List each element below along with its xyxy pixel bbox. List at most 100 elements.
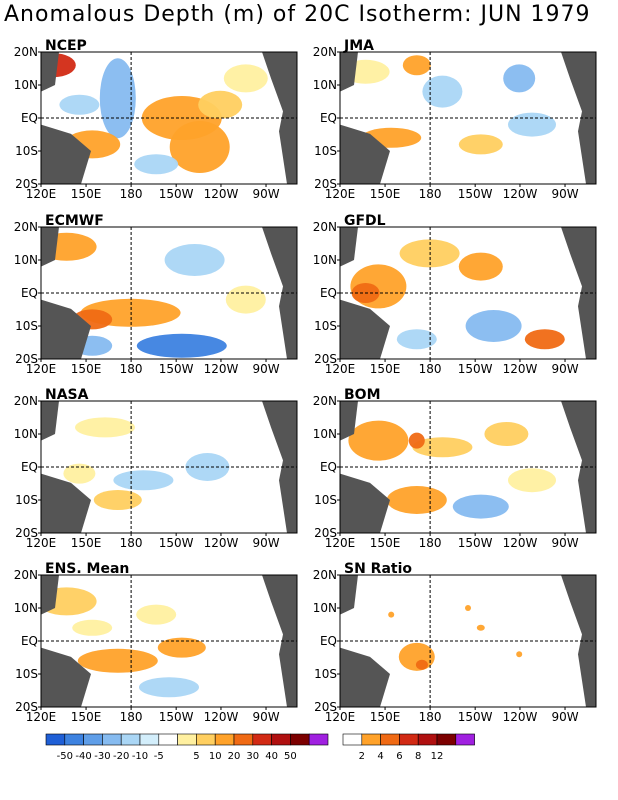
lon-label: 150W [159, 710, 194, 724]
anomaly-colorbar: -50 -40 -30 -20 -10 -5 5 10 20 30 40 50 [45, 733, 329, 762]
anomaly-blob [157, 637, 206, 658]
lon-label: 150W [159, 536, 194, 550]
colorbar-swatch [417, 733, 438, 746]
land-australia [41, 124, 91, 184]
figure-title: Anomalous Depth (m) of 20C Isotherm: JUN… [4, 2, 591, 27]
anomaly-blob [415, 659, 428, 670]
lon-label: 150W [458, 187, 493, 201]
anomaly-blob [136, 333, 227, 358]
lat-label: 10S [15, 319, 38, 333]
colorbar-swatch [290, 733, 310, 746]
land-americas [561, 575, 596, 707]
colorbar-swatch [233, 733, 254, 746]
panel-label: BOM [344, 387, 381, 403]
lat-label: EQ [320, 286, 337, 300]
anomaly-blob [484, 422, 529, 446]
lat-label: 20N [14, 568, 38, 582]
land-australia [41, 647, 91, 707]
anomaly-blob [396, 329, 437, 350]
lon-label: 120W [204, 710, 239, 724]
land-americas [561, 52, 596, 184]
colorbar-label: 8 [415, 751, 421, 762]
lat-label: 10N [14, 601, 38, 615]
lon-label: 120E [26, 362, 57, 376]
lat-label: EQ [21, 286, 38, 300]
lon-label: 150E [370, 362, 401, 376]
lat-label: 20S [15, 177, 38, 191]
anomaly-blob [516, 651, 523, 658]
lon-label: 120E [325, 710, 356, 724]
land-asia [340, 52, 358, 92]
lon-label: 180 [120, 536, 143, 550]
anomaly-blob [113, 470, 174, 491]
lon-label: 150E [370, 187, 401, 201]
lat-label: 20S [15, 352, 38, 366]
lon-label: 120W [503, 710, 538, 724]
colorbar-swatch [177, 733, 197, 746]
lat-label: 10N [14, 253, 38, 267]
land-americas [262, 575, 297, 707]
lon-label: 180 [120, 710, 143, 724]
colorbar-swatch [214, 733, 235, 746]
anomaly-blob [63, 463, 96, 484]
lat-label: 20S [314, 526, 337, 540]
lon-label: 120E [325, 362, 356, 376]
anomaly-blob [408, 432, 425, 449]
colorbar-label: 4 [377, 751, 383, 762]
anomaly-blob [139, 677, 199, 698]
lat-label: 20N [14, 45, 38, 59]
land-asia [340, 575, 358, 615]
anomaly-blob [476, 624, 485, 631]
anomaly-blob [402, 55, 431, 76]
lat-label: EQ [21, 460, 38, 474]
lon-label: 180 [419, 362, 442, 376]
anomaly-blob [136, 604, 177, 625]
anomaly-field [41, 575, 297, 707]
lon-label: 120W [503, 362, 538, 376]
anomaly-blob [164, 244, 225, 276]
anomaly-field [41, 227, 297, 359]
land-americas [262, 227, 297, 359]
anomaly-blob [134, 154, 179, 175]
colorbar-label: 50 [284, 751, 297, 762]
lon-label: 180 [120, 187, 143, 201]
land-americas [262, 52, 297, 184]
lat-label: 20S [314, 177, 337, 191]
colorbar-label: 40 [265, 751, 278, 762]
lon-label: 150E [370, 536, 401, 550]
anomaly-blob [458, 134, 503, 155]
anomaly-blob [452, 494, 509, 519]
anomaly-blob [77, 648, 158, 673]
colorbar-swatch [139, 733, 160, 746]
colorbar-label: -5 [154, 751, 164, 762]
lat-label: 20N [313, 394, 337, 408]
anomaly-field [41, 52, 297, 184]
panel-label: SN Ratio [344, 561, 412, 577]
colorbar-label: -40 [75, 751, 91, 762]
lon-label: 120W [503, 187, 538, 201]
lat-label: 20N [313, 568, 337, 582]
colorbar-swatch [45, 733, 66, 746]
lon-label: 150E [71, 362, 102, 376]
lat-label: 20N [313, 45, 337, 59]
lon-label: 120E [26, 536, 57, 550]
anomaly-blob [399, 239, 460, 268]
panel-label: NASA [45, 387, 89, 403]
colorbar-swatch [308, 733, 329, 746]
lon-label: 180 [419, 536, 442, 550]
lat-label: 20S [15, 526, 38, 540]
lon-label: 90W [252, 710, 279, 724]
lon-label: 180 [120, 362, 143, 376]
lat-label: 10S [314, 319, 337, 333]
colorbar-swatch [271, 733, 291, 746]
lon-label: 150W [159, 187, 194, 201]
anomaly-field [41, 401, 297, 533]
anomaly-blob [524, 329, 565, 350]
colorbar-label: 30 [246, 751, 259, 762]
panel-label: GFDL [344, 213, 386, 229]
anomaly-blob [99, 58, 136, 139]
lon-label: 120W [204, 536, 239, 550]
colorbar-swatch [455, 733, 475, 746]
